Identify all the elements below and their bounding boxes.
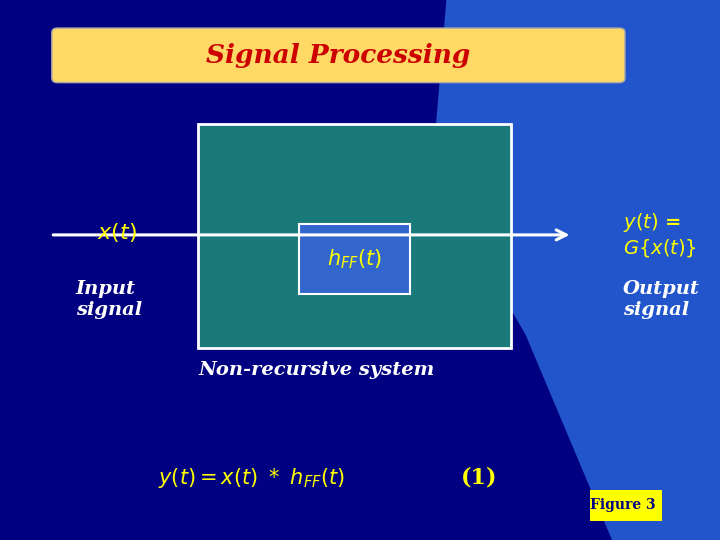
Text: $y(t) = x(t)\ *\ h_{FF}(t)$: $y(t) = x(t)\ *\ h_{FF}(t)$ [158, 466, 346, 490]
Bar [590, 490, 662, 521]
FancyBboxPatch shape [52, 28, 625, 83]
Text: $h_{FF}(t)$: $h_{FF}(t)$ [327, 247, 382, 271]
Text: (1): (1) [461, 467, 497, 489]
Text: Output
signal: Output signal [623, 280, 700, 319]
Text: Non-recursive system: Non-recursive system [199, 361, 435, 379]
Text: $x(t)$: $x(t)$ [97, 221, 137, 244]
Polygon shape [432, 0, 720, 540]
Text: Figure 3: Figure 3 [590, 498, 656, 512]
Bar [299, 224, 410, 294]
Text: Signal Processing: Signal Processing [206, 43, 471, 68]
Text: $y(t)$ =
$G\{x(t)\}$: $y(t)$ = $G\{x(t)\}$ [623, 211, 697, 259]
Bar [198, 124, 511, 348]
Text: Input
signal: Input signal [76, 280, 142, 319]
